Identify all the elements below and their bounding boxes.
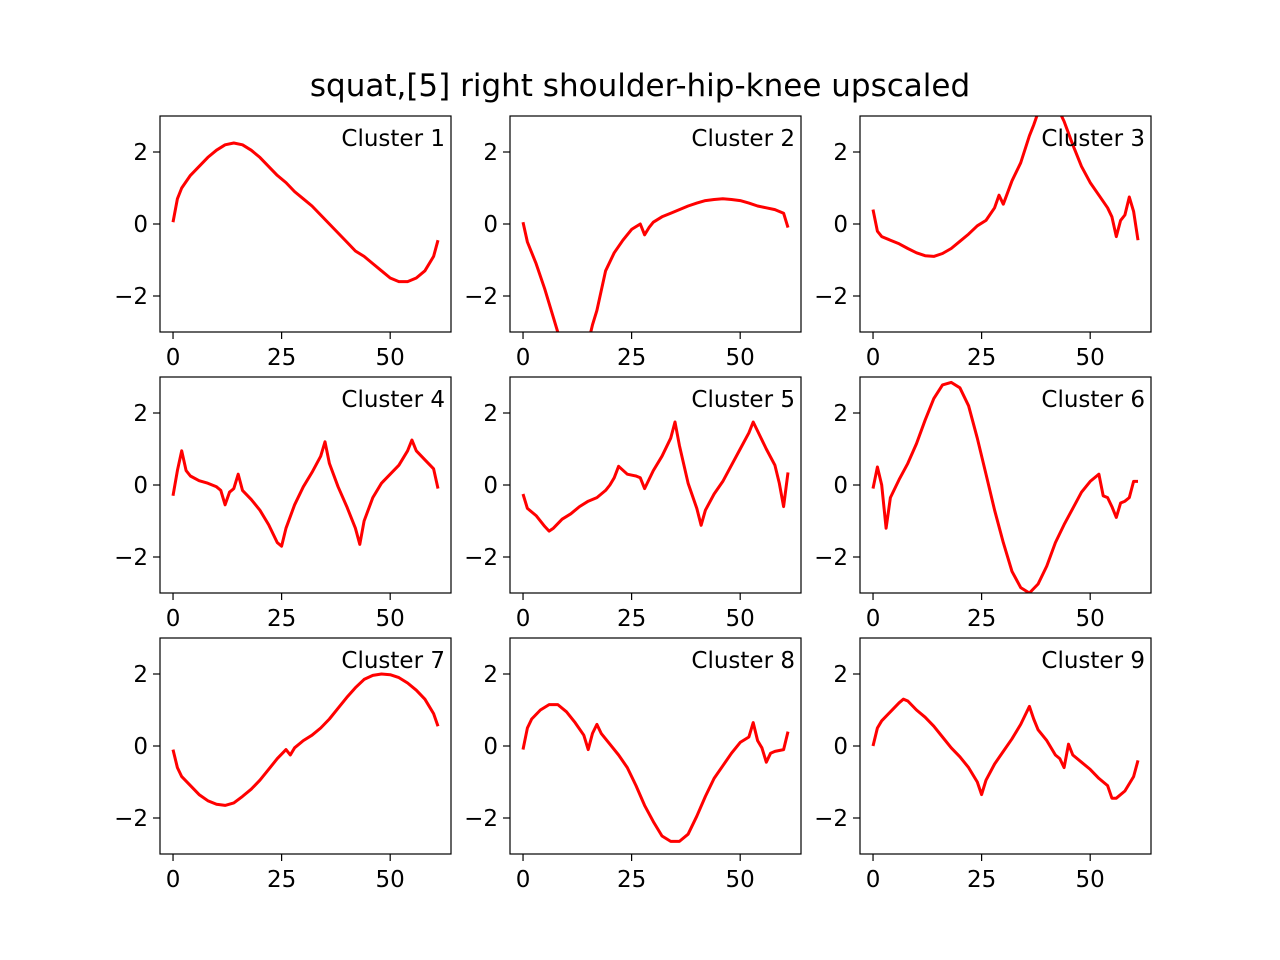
x-tick-label: 25 bbox=[967, 606, 996, 632]
x-tick-label: 0 bbox=[866, 867, 881, 893]
series-line bbox=[171, 141, 440, 284]
x-tick-label: 50 bbox=[1076, 345, 1105, 371]
y-tick-label: 2 bbox=[833, 140, 848, 166]
y-tick-label: 0 bbox=[833, 734, 848, 760]
figure-title: squat,[5] right shoulder-hip-knee upscal… bbox=[309, 68, 971, 104]
x-tick-label: 50 bbox=[376, 606, 405, 632]
x-tick-label: 25 bbox=[967, 867, 996, 893]
y-tick-label: −2 bbox=[114, 545, 148, 571]
series-line bbox=[521, 197, 790, 332]
subplot-9: 0 25 50 2 0 −2 Cluster 9 bbox=[814, 637, 1152, 893]
y-tick-label: 2 bbox=[833, 401, 848, 427]
cluster-label: Cluster 9 bbox=[1041, 648, 1145, 674]
y-tick-label: −2 bbox=[114, 284, 148, 310]
cluster-label: Cluster 8 bbox=[691, 648, 795, 674]
x-tick-label: 25 bbox=[617, 606, 646, 632]
y-tick-label: −2 bbox=[814, 284, 848, 310]
x-tick-label: 0 bbox=[166, 867, 181, 893]
x-tick-label: 50 bbox=[376, 345, 405, 371]
subplot-5: 0 25 50 2 0 −2 Cluster 5 bbox=[464, 376, 802, 632]
y-tick-label: −2 bbox=[464, 545, 498, 571]
y-tick-label: 2 bbox=[133, 662, 148, 688]
y-tick-label: 2 bbox=[133, 140, 148, 166]
series-line bbox=[171, 438, 440, 548]
y-tick-label: 0 bbox=[133, 473, 148, 499]
cluster-label: Cluster 4 bbox=[341, 387, 445, 413]
x-tick-label: 25 bbox=[967, 345, 996, 371]
y-tick-label: 0 bbox=[833, 212, 848, 238]
x-tick-label: 0 bbox=[516, 867, 531, 893]
axes-frame bbox=[159, 376, 452, 594]
axes-frame bbox=[159, 115, 452, 333]
y-tick-label: 0 bbox=[133, 734, 148, 760]
y-tick-label: 0 bbox=[133, 212, 148, 238]
y-tick-label: 2 bbox=[483, 140, 498, 166]
axes-frame bbox=[859, 376, 1152, 594]
x-tick-label: 50 bbox=[726, 345, 755, 371]
subplot-7: 0 25 50 2 0 −2 Cluster 7 bbox=[114, 637, 452, 893]
cluster-label: Cluster 2 bbox=[691, 126, 795, 152]
subplot-6: 0 25 50 2 0 −2 Cluster 6 bbox=[814, 376, 1152, 632]
series-line bbox=[871, 380, 1138, 593]
axes-frame bbox=[509, 376, 802, 594]
x-tick-label: 50 bbox=[726, 867, 755, 893]
cluster-label: Cluster 6 bbox=[1041, 387, 1145, 413]
x-tick-label: 25 bbox=[617, 345, 646, 371]
y-tick-label: −2 bbox=[464, 284, 498, 310]
x-tick-label: 50 bbox=[1076, 606, 1105, 632]
x-tick-label: 0 bbox=[866, 345, 881, 371]
x-tick-label: 0 bbox=[866, 606, 881, 632]
subplot-3: 0 25 50 2 0 −2 Cluster 3 bbox=[814, 115, 1152, 371]
x-tick-label: 0 bbox=[166, 345, 181, 371]
subplot-4: 0 25 50 2 0 −2 Cluster 4 bbox=[114, 376, 452, 632]
axes-frame bbox=[859, 637, 1152, 855]
axes-frame bbox=[509, 115, 802, 333]
subplot-1: 0 25 50 2 0 −2 Cluster 1 bbox=[114, 115, 452, 371]
y-tick-label: 0 bbox=[483, 473, 498, 499]
y-tick-label: −2 bbox=[814, 806, 848, 832]
cluster-label: Cluster 5 bbox=[691, 387, 795, 413]
axes-frame bbox=[509, 637, 802, 855]
x-tick-label: 25 bbox=[267, 867, 296, 893]
axes-frame bbox=[859, 115, 1152, 333]
y-tick-label: −2 bbox=[464, 806, 498, 832]
cluster-label: Cluster 1 bbox=[341, 126, 445, 152]
y-tick-label: 0 bbox=[483, 734, 498, 760]
y-tick-label: 0 bbox=[833, 473, 848, 499]
x-tick-label: 25 bbox=[267, 345, 296, 371]
series-line bbox=[871, 697, 1140, 800]
series-line bbox=[521, 420, 790, 533]
cluster-label: Cluster 7 bbox=[341, 648, 445, 674]
x-tick-label: 25 bbox=[617, 867, 646, 893]
x-tick-label: 0 bbox=[516, 606, 531, 632]
cluster-label: Cluster 3 bbox=[1041, 126, 1145, 152]
axes-frame bbox=[159, 637, 452, 855]
subplot-8: 0 25 50 2 0 −2 Cluster 8 bbox=[464, 637, 802, 893]
x-tick-label: 0 bbox=[166, 606, 181, 632]
x-tick-label: 25 bbox=[267, 606, 296, 632]
y-tick-label: 2 bbox=[483, 662, 498, 688]
series-line bbox=[521, 703, 790, 843]
x-tick-label: 50 bbox=[1076, 867, 1105, 893]
y-tick-label: 0 bbox=[483, 212, 498, 238]
x-tick-label: 50 bbox=[726, 606, 755, 632]
y-tick-label: 2 bbox=[483, 401, 498, 427]
series-line bbox=[871, 116, 1140, 258]
x-tick-label: 0 bbox=[516, 345, 531, 371]
series-line bbox=[171, 672, 440, 807]
x-tick-label: 50 bbox=[376, 867, 405, 893]
subplot-2: 0 25 50 2 0 −2 Cluster 2 bbox=[464, 115, 802, 371]
y-tick-label: −2 bbox=[114, 806, 148, 832]
y-tick-label: 2 bbox=[833, 662, 848, 688]
y-tick-label: −2 bbox=[814, 545, 848, 571]
y-tick-label: 2 bbox=[133, 401, 148, 427]
